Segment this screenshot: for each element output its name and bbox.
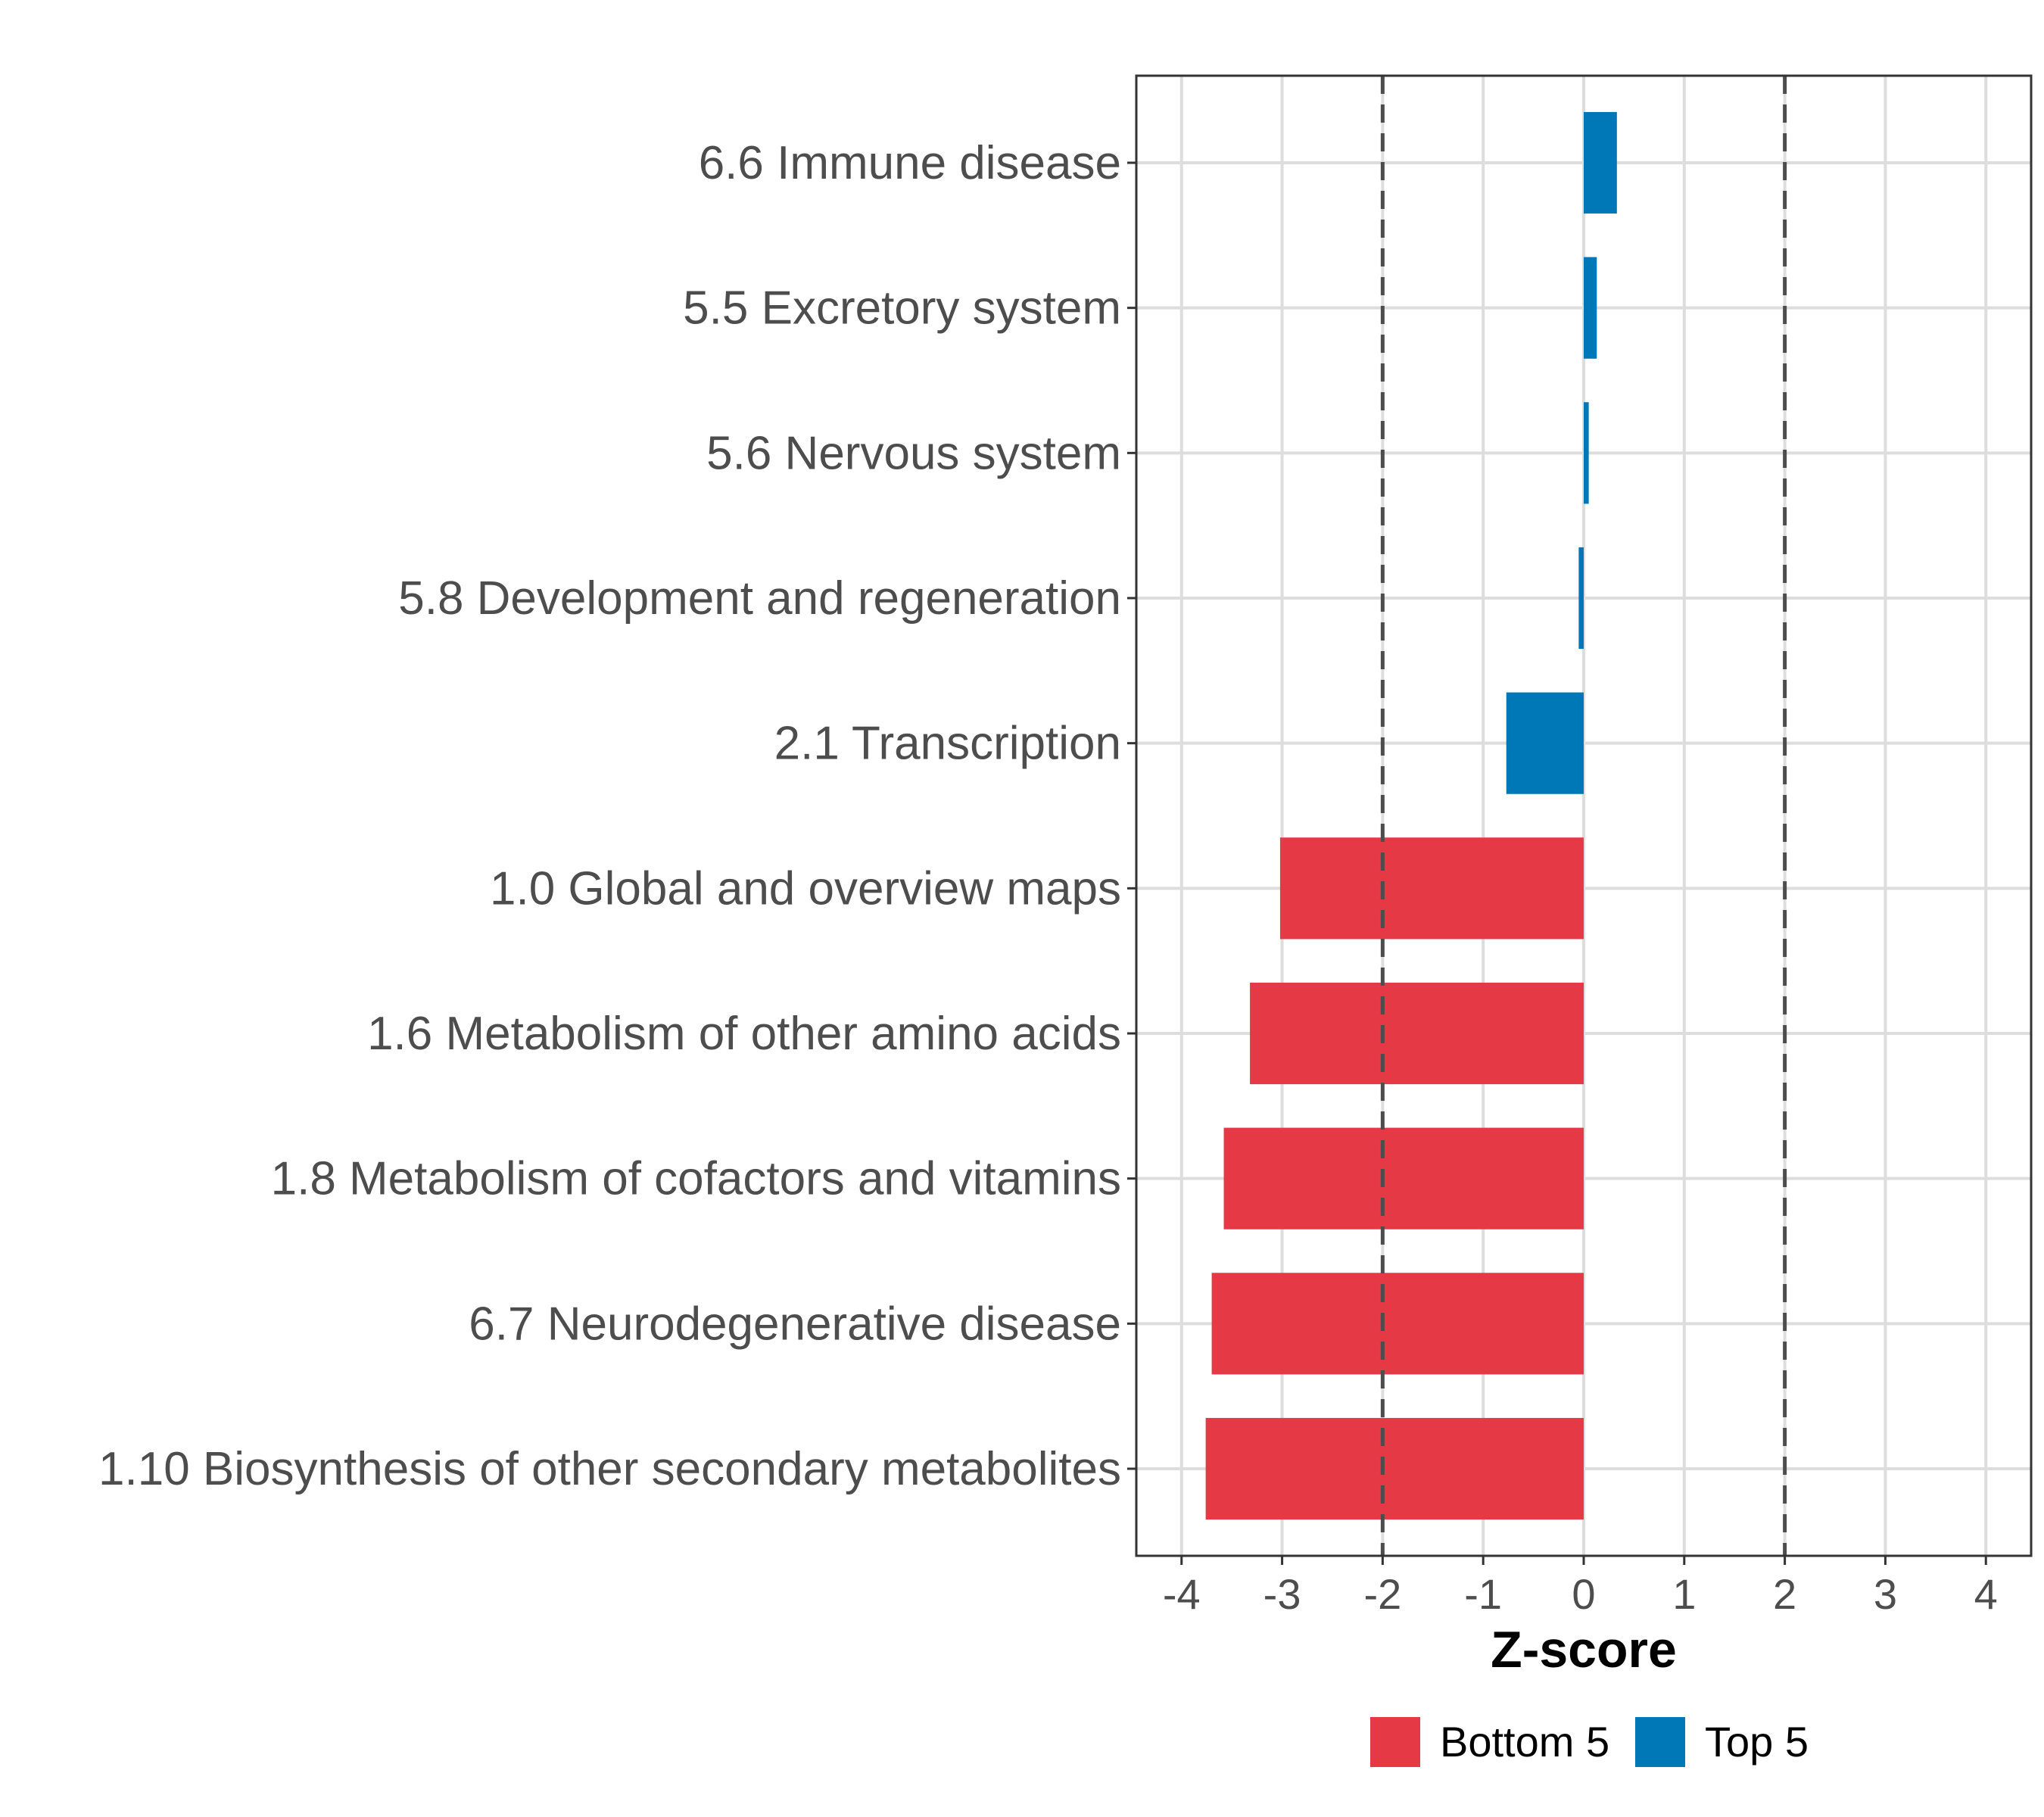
bar-5 bbox=[1506, 692, 1584, 794]
category-label: 5.6 Nervous system bbox=[706, 427, 1121, 479]
bar-8 bbox=[1223, 1127, 1584, 1230]
category-label: 1.8 Metabolism of cofactors and vitamins bbox=[271, 1153, 1121, 1205]
reference-lines bbox=[1380, 76, 1787, 1556]
x-axis: -4 -3 -2 -1 0 1 2 3 4 bbox=[1163, 1556, 1998, 1618]
x-tick-label: 1 bbox=[1672, 1570, 1696, 1618]
x-tick-label: 3 bbox=[1874, 1570, 1897, 1618]
category-label: 6.7 Neurodegenerative disease bbox=[469, 1298, 1121, 1350]
bar-1 bbox=[1584, 111, 1617, 214]
x-tick-label: 2 bbox=[1773, 1570, 1796, 1618]
legend-label: Top 5 bbox=[1705, 1718, 1809, 1766]
category-label: 1.0 Global and overview maps bbox=[490, 862, 1121, 915]
legend-swatch bbox=[1635, 1717, 1685, 1767]
legend: Bottom 5 Top 5 bbox=[1370, 1717, 1809, 1767]
category-label: 5.8 Development and regeneration bbox=[398, 572, 1121, 625]
x-tick-label: 4 bbox=[1974, 1570, 1998, 1618]
legend-swatch bbox=[1370, 1717, 1420, 1767]
x-tick-label: -3 bbox=[1263, 1570, 1301, 1618]
bars bbox=[1205, 111, 1617, 1520]
bar-6 bbox=[1279, 837, 1584, 940]
x-tick-label: -1 bbox=[1464, 1570, 1502, 1618]
bar-7 bbox=[1250, 982, 1584, 1085]
x-tick-label: 0 bbox=[1572, 1570, 1595, 1618]
category-label: 2.1 Transcription bbox=[774, 718, 1121, 770]
category-label: 1.10 Biosynthesis of other secondary met… bbox=[98, 1443, 1121, 1495]
y-axis: 6.6 Immune disease 5.5 Excretory system 5.… bbox=[98, 137, 1136, 1495]
category-label: 1.6 Metabolism of other amino acids bbox=[367, 1008, 1121, 1060]
legend-label: Bottom 5 bbox=[1440, 1718, 1609, 1766]
category-label: 6.6 Immune disease bbox=[699, 137, 1121, 189]
bar-9 bbox=[1211, 1273, 1584, 1375]
bar-4 bbox=[1578, 547, 1584, 650]
x-axis-title: Z-score bbox=[1491, 1621, 1677, 1678]
bar-10 bbox=[1205, 1417, 1584, 1520]
bar-2 bbox=[1584, 257, 1597, 359]
x-tick-label: -4 bbox=[1163, 1570, 1201, 1618]
category-label: 5.5 Excretory system bbox=[683, 282, 1121, 335]
x-tick-label: -2 bbox=[1363, 1570, 1401, 1618]
bar-3 bbox=[1584, 402, 1589, 504]
